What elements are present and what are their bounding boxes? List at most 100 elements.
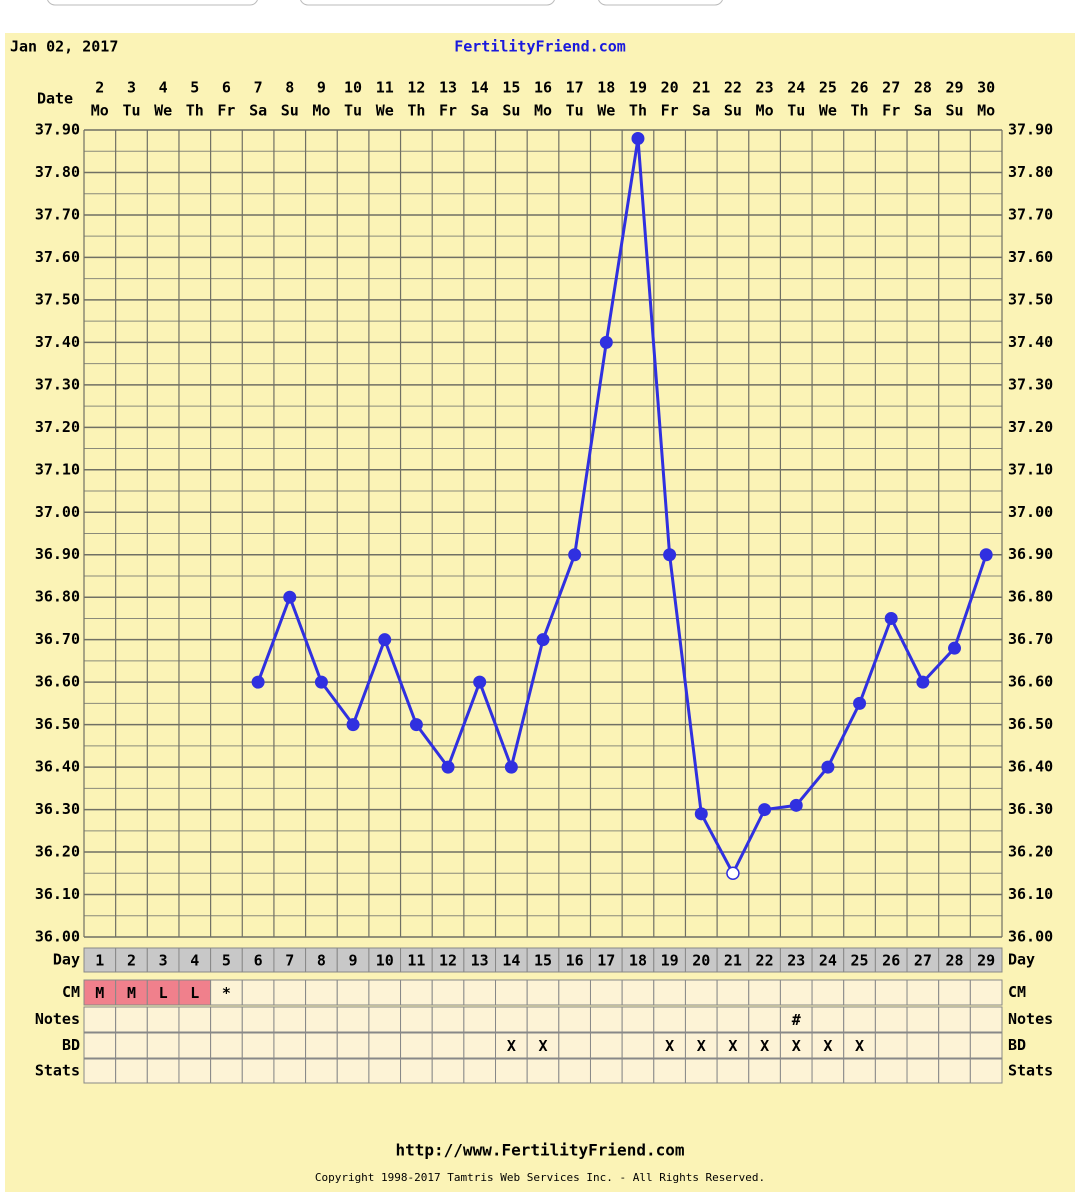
table-cell: [431, 1058, 465, 1084]
days-cell-text: 26: [882, 952, 900, 970]
table-cell: [558, 979, 591, 1006]
table-cell: [526, 947, 560, 973]
y-tick-label: 37.90: [35, 121, 80, 139]
button[interactable]: [300, 0, 555, 6]
y-tick-label: 37.10: [35, 460, 80, 478]
temperature-point: [916, 675, 930, 689]
cm-cell-text: *: [222, 984, 231, 1002]
table-cell: [874, 1058, 908, 1084]
table-cell: [210, 979, 243, 1006]
table-cell: [684, 1032, 718, 1059]
table-cell: [938, 1006, 971, 1033]
temperature-point: [346, 718, 360, 732]
button[interactable]: [598, 0, 723, 6]
table-cell: [811, 1006, 845, 1033]
y-tick-label: 36.30: [35, 800, 80, 818]
x-tick-label: 29: [945, 79, 963, 97]
weekday-label: Fr: [217, 102, 235, 120]
weekday-label: Su: [281, 102, 299, 120]
cm-cell-text: L: [190, 984, 199, 1002]
x-tick-label: 12: [407, 79, 425, 97]
table-cell: [210, 1006, 243, 1033]
bd-cell-text: X: [792, 1037, 801, 1055]
table-cell: [368, 1006, 402, 1033]
temperature-point: [884, 611, 898, 625]
days-cell-text: 24: [819, 952, 837, 970]
footer-url: http://www.FertilityFriend.com: [396, 1141, 685, 1160]
row-label: BD: [62, 1036, 80, 1054]
weekday-label: Sa: [471, 102, 489, 120]
weekday-label: Mo: [977, 102, 995, 120]
table-cell: [716, 1006, 750, 1033]
y2-tick-label: 36.30: [1008, 800, 1053, 818]
table-cell: [305, 979, 338, 1006]
table-cell: [146, 947, 180, 973]
x-tick-label: 22: [724, 79, 742, 97]
y2-tick-label: 37.90: [1008, 121, 1053, 139]
table-cell: [811, 947, 845, 973]
temperature-point: [948, 641, 962, 655]
table-cell: [400, 1032, 433, 1059]
y2-tick-label: 37.60: [1008, 248, 1053, 266]
days-cell-text: 17: [597, 952, 615, 970]
days-cell-text: 28: [945, 952, 963, 970]
days-cell-text: 1: [95, 952, 104, 970]
button[interactable]: [47, 0, 258, 6]
days-cell-text: 15: [534, 952, 552, 970]
row-label: Stats: [35, 1062, 80, 1080]
table-cell: [495, 1006, 528, 1033]
table-cell: [273, 947, 307, 973]
weekday-label: Su: [724, 102, 742, 120]
temperature-point: [599, 335, 613, 349]
table-cell: [843, 1032, 876, 1059]
table-cell: [83, 1032, 117, 1059]
table-cell: [368, 979, 402, 1006]
table-cell: [495, 979, 528, 1006]
weekday-label: Sa: [692, 102, 710, 120]
y2-tick-label: 36.20: [1008, 843, 1053, 861]
y-tick-label: 36.50: [35, 715, 80, 733]
table-cell: [305, 1058, 338, 1084]
table-cell: [748, 947, 781, 973]
y2-tick-label: 37.70: [1008, 205, 1053, 223]
x-tick-label: 14: [471, 79, 489, 97]
y-tick-label: 37.60: [35, 248, 80, 266]
row-label: CM: [1008, 983, 1026, 1001]
y-tick-label: 36.00: [35, 928, 80, 946]
row-label: Stats: [1008, 1062, 1053, 1080]
y2-tick-label: 37.50: [1008, 290, 1053, 308]
table-cell: [336, 947, 370, 973]
table-cell: [779, 947, 813, 973]
row-label: Day: [53, 951, 80, 969]
weekday-label: Mo: [312, 102, 330, 120]
bd-cell-text: X: [855, 1037, 864, 1055]
temperature-point: [378, 633, 392, 647]
days-cell-text: 23: [787, 952, 805, 970]
temperature-point: [536, 633, 550, 647]
table-cell: [811, 1032, 845, 1059]
weekday-label: We: [376, 102, 394, 120]
table-cell: [431, 979, 465, 1006]
days-cell-text: 21: [724, 952, 742, 970]
x-tick-label: 9: [317, 79, 326, 97]
weekday-label: Sa: [249, 102, 267, 120]
table-cell: [811, 979, 845, 1006]
table-cell: [874, 1006, 908, 1033]
table-cell: [938, 1058, 971, 1084]
y-tick-label: 36.80: [35, 588, 80, 606]
row-label: BD: [1008, 1036, 1026, 1054]
table-cell: [210, 1032, 243, 1059]
table-cell: [621, 1032, 655, 1059]
table-cell: [653, 979, 686, 1006]
days-cell-text: 4: [190, 952, 199, 970]
table-cell: [210, 1058, 243, 1084]
days-cell-text: 29: [977, 952, 995, 970]
weekday-label: Sa: [914, 102, 932, 120]
table-cell: [779, 1032, 813, 1059]
table-cell: [684, 1058, 718, 1084]
table-cell: [684, 979, 718, 1006]
temperature-point: [283, 590, 297, 604]
y-tick-label: 37.40: [35, 333, 80, 351]
y2-tick-label: 36.80: [1008, 588, 1053, 606]
